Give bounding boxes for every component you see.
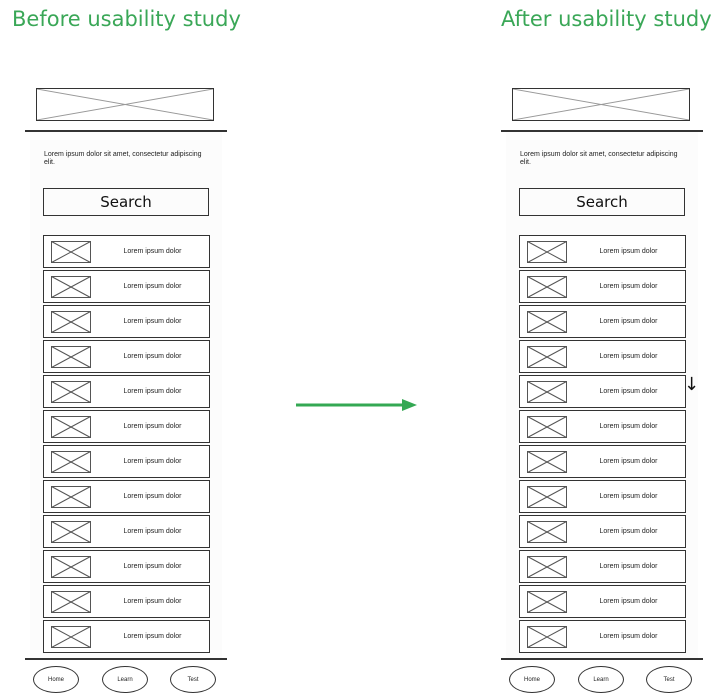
image-placeholder-icon: [527, 451, 567, 473]
image-placeholder-icon: [527, 556, 567, 578]
image-placeholder-icon: [51, 521, 91, 543]
arrow-down-icon: ↓: [684, 374, 700, 395]
header-divider: [25, 130, 227, 132]
image-placeholder-icon: [51, 486, 91, 508]
image-placeholder-icon: [51, 416, 91, 438]
list-item[interactable]: Lorem ipsum dolor: [43, 305, 210, 338]
before-wireframe: Lorem ipsum dolor sit amet, consectetur …: [25, 0, 227, 700]
list-item-label: Lorem ipsum dolor: [123, 318, 182, 325]
list-item-label: Lorem ipsum dolor: [599, 528, 658, 535]
after-heading: After usability study: [501, 7, 712, 31]
list-item[interactable]: Lorem ipsum dolor: [43, 340, 210, 373]
image-placeholder-icon: [527, 276, 567, 298]
list-item-label: Lorem ipsum dolor: [123, 528, 182, 535]
list-item[interactable]: Lorem ipsum dolor: [43, 375, 210, 408]
list-item-label: Lorem ipsum dolor: [123, 248, 182, 255]
nav-home-button[interactable]: Home: [509, 666, 555, 693]
list-item-label: Lorem ipsum dolor: [599, 458, 658, 465]
image-placeholder-icon: [51, 381, 91, 403]
list-item-label: Lorem ipsum dolor: [599, 283, 658, 290]
list-item-label: Lorem ipsum dolor: [599, 423, 658, 430]
image-placeholder-icon: [51, 311, 91, 333]
image-placeholder-icon: [51, 276, 91, 298]
list-item[interactable]: Lorem ipsum dolor: [43, 235, 210, 268]
list-item-label: Lorem ipsum dolor: [599, 493, 658, 500]
list-item[interactable]: Lorem ipsum dolor: [43, 445, 210, 478]
image-placeholder-icon: [527, 591, 567, 613]
list-item[interactable]: Lorem ipsum dolor: [43, 270, 210, 303]
image-placeholder-icon: [527, 311, 567, 333]
list-item[interactable]: Lorem ipsum dolor: [43, 550, 210, 583]
intro-text: Lorem ipsum dolor sit amet, consectetur …: [44, 151, 202, 166]
image-placeholder-icon: [51, 346, 91, 368]
list-item[interactable]: Lorem ipsum dolor: [519, 620, 686, 653]
list-item-label: Lorem ipsum dolor: [123, 283, 182, 290]
list-item-label: Lorem ipsum dolor: [599, 598, 658, 605]
nav-test-button[interactable]: Test: [170, 666, 216, 693]
list-item-label: Lorem ipsum dolor: [599, 318, 658, 325]
list-item[interactable]: Lorem ipsum dolor: [43, 480, 210, 513]
image-placeholder-icon: [527, 626, 567, 648]
search-field[interactable]: Search: [519, 188, 685, 216]
nav-test-button[interactable]: Test: [646, 666, 692, 693]
hero-image-placeholder: [512, 88, 690, 121]
list-item[interactable]: Lorem ipsum dolor: [519, 480, 686, 513]
list-item[interactable]: Lorem ipsum dolor: [43, 585, 210, 618]
image-placeholder-icon: [37, 89, 213, 120]
list-item-label: Lorem ipsum dolor: [123, 458, 182, 465]
list-item[interactable]: Lorem ipsum dolor: [519, 410, 686, 443]
before-heading: Before usability study: [12, 7, 241, 31]
hero-image-placeholder: [36, 88, 214, 121]
after-wireframe: Lorem ipsum dolor sit amet, consectetur …: [501, 0, 703, 700]
image-placeholder-icon: [51, 591, 91, 613]
list-item-label: Lorem ipsum dolor: [599, 633, 658, 640]
list-item[interactable]: Lorem ipsum dolor: [519, 375, 686, 408]
list-item-label: Lorem ipsum dolor: [123, 353, 182, 360]
list-item-label: Lorem ipsum dolor: [599, 248, 658, 255]
list-item[interactable]: Lorem ipsum dolor: [519, 515, 686, 548]
list-item[interactable]: Lorem ipsum dolor: [519, 270, 686, 303]
list-item[interactable]: Lorem ipsum dolor: [519, 445, 686, 478]
nav-learn-button[interactable]: Learn: [102, 666, 148, 693]
list-item[interactable]: Lorem ipsum dolor: [519, 340, 686, 373]
footer-divider: [501, 658, 703, 660]
image-placeholder-icon: [527, 521, 567, 543]
list-item-label: Lorem ipsum dolor: [123, 563, 182, 570]
image-placeholder-icon: [527, 241, 567, 263]
list-item[interactable]: Lorem ipsum dolor: [519, 585, 686, 618]
image-placeholder-icon: [51, 451, 91, 473]
image-placeholder-icon: [51, 241, 91, 263]
list-item-label: Lorem ipsum dolor: [599, 353, 658, 360]
image-placeholder-icon: [51, 556, 91, 578]
nav-home-button[interactable]: Home: [33, 666, 79, 693]
image-placeholder-icon: [51, 626, 91, 648]
image-placeholder-icon: [527, 486, 567, 508]
list-item[interactable]: Lorem ipsum dolor: [519, 235, 686, 268]
list-item-label: Lorem ipsum dolor: [123, 633, 182, 640]
footer-divider: [25, 658, 227, 660]
image-placeholder-icon: [527, 381, 567, 403]
list-item-label: Lorem ipsum dolor: [599, 563, 658, 570]
list-item[interactable]: Lorem ipsum dolor: [519, 305, 686, 338]
intro-text: Lorem ipsum dolor sit amet, consectetur …: [520, 151, 678, 166]
list-item[interactable]: Lorem ipsum dolor: [43, 515, 210, 548]
list-item[interactable]: Lorem ipsum dolor: [43, 620, 210, 653]
header-divider: [501, 130, 703, 132]
image-placeholder-icon: [513, 89, 689, 120]
image-placeholder-icon: [527, 346, 567, 368]
list-item[interactable]: Lorem ipsum dolor: [43, 410, 210, 443]
search-field[interactable]: Search: [43, 188, 209, 216]
list-item[interactable]: Lorem ipsum dolor: [519, 550, 686, 583]
list-item-label: Lorem ipsum dolor: [599, 388, 658, 395]
list-item-label: Lorem ipsum dolor: [123, 423, 182, 430]
nav-learn-button[interactable]: Learn: [578, 666, 624, 693]
arrow-right-icon: [296, 399, 417, 411]
image-placeholder-icon: [527, 416, 567, 438]
list-item-label: Lorem ipsum dolor: [123, 598, 182, 605]
list-item-label: Lorem ipsum dolor: [123, 388, 182, 395]
list-item-label: Lorem ipsum dolor: [123, 493, 182, 500]
